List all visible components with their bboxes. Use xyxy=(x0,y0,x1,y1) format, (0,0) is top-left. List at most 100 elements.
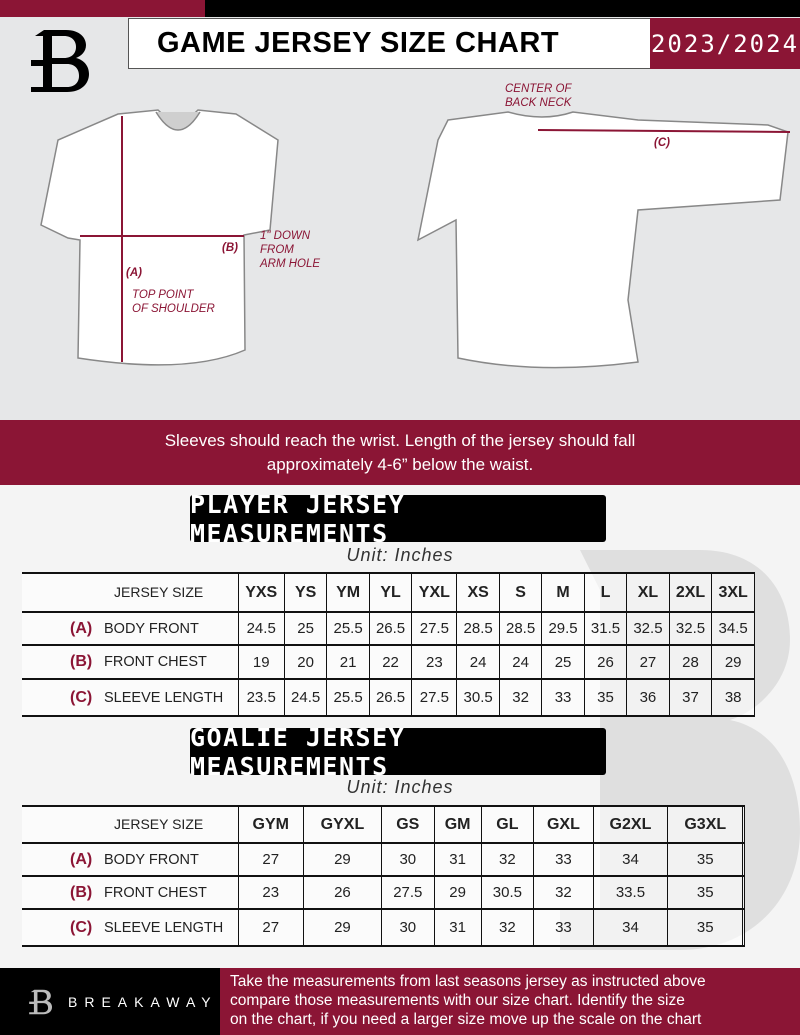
measurement-row: (B) FRONT CHEST 19 20 21 22 23 24 24 25 26 27 28 29 xyxy=(22,645,755,680)
measurement-cell: 29 xyxy=(303,843,382,877)
measurement-row: (C) SLEEVE LENGTH 27 29 30 31 32 33 34 35 xyxy=(22,909,745,947)
size-column-header: YS xyxy=(284,572,328,613)
note-arm-hole: 1" DOWN FROM ARM HOLE xyxy=(260,230,321,270)
measurement-cell: 27 xyxy=(238,843,304,877)
measurement-cell: 35 xyxy=(667,876,744,910)
measurement-row: (A) BODY FRONT 24.5 25 25.5 26.5 27.5 28.5 28.5 2… xyxy=(22,612,755,646)
breakaway-logo-icon xyxy=(31,30,89,92)
brand-name: BREAKAWAY xyxy=(68,993,218,1010)
measurement-cell: 34.5 xyxy=(711,612,755,646)
size-column-header: XL xyxy=(626,572,670,613)
measurement-cell: 32 xyxy=(481,909,535,947)
measurement-cell: 34 xyxy=(593,843,669,877)
back-jersey-icon xyxy=(416,111,789,369)
measurement-cell: 25 xyxy=(284,612,328,646)
breakaway-logo-icon xyxy=(29,989,53,1014)
size-column-header: M xyxy=(541,572,585,613)
goalie-unit: Unit: Inches xyxy=(346,777,454,797)
row-letter: (C) xyxy=(70,688,93,706)
measurement-cell: 27 xyxy=(626,645,670,680)
measurement-cell: 37 xyxy=(669,679,713,717)
measurement-cell: 34 xyxy=(593,909,669,947)
measurement-cell: 32 xyxy=(499,679,543,717)
measurement-cell: 24.5 xyxy=(284,679,328,717)
size-column-header: G3XL xyxy=(667,805,744,844)
measurement-cell: 35 xyxy=(667,843,744,877)
row-label: (C) SLEEVE LENGTH xyxy=(22,909,239,947)
measurement-cell: 30.5 xyxy=(481,876,535,910)
label-c: (C) xyxy=(654,137,670,149)
measurement-cell: 31 xyxy=(434,843,482,877)
measurement-cell: 28 xyxy=(669,645,713,680)
size-column-header: GS xyxy=(381,805,435,844)
measurement-cell: 30 xyxy=(381,843,435,877)
measurement-cell: 31 xyxy=(434,909,482,947)
label-a: (A) xyxy=(126,267,142,279)
player-heading: PLAYER JERSEY MEASUREMENTS xyxy=(190,490,606,548)
measurement-cell: 24.5 xyxy=(238,612,285,646)
size-column-header: GYXL xyxy=(303,805,382,844)
row-label: (A) BODY FRONT xyxy=(22,843,239,877)
measurement-cell: 32 xyxy=(533,876,594,910)
goalie-heading: GOALIE JERSEY MEASUREMENTS xyxy=(190,723,606,781)
measurement-cell: 35 xyxy=(584,679,628,717)
measurement-cell xyxy=(742,876,745,910)
top-accent-bar xyxy=(0,0,205,17)
measurement-cell: 25.5 xyxy=(326,612,370,646)
row-letter: (B) xyxy=(70,883,93,901)
row-name: BODY FRONT xyxy=(104,851,199,868)
measurement-cell: 29 xyxy=(711,645,755,680)
front-jersey-icon xyxy=(40,109,279,366)
measurement-row: (C) SLEEVE LENGTH 23.5 24.5 25.5 26.5 27.5 30.5… xyxy=(22,679,755,717)
label-b: (B) xyxy=(222,242,238,254)
top-black-bar xyxy=(205,0,800,17)
measurement-cell: 32.5 xyxy=(626,612,670,646)
measurement-cell: 21 xyxy=(326,645,370,680)
size-column-header: YXL xyxy=(411,572,458,613)
measurement-row: (A) BODY FRONT 27 29 30 31 32 33 34 35 xyxy=(22,843,745,877)
size-header-label: JERSEY SIZE xyxy=(22,572,239,613)
measurement-cell: 24 xyxy=(499,645,543,680)
row-letter: (A) xyxy=(70,850,93,868)
measurement-cell: 24 xyxy=(456,645,500,680)
measurement-cell: 25.5 xyxy=(326,679,370,717)
row-letter: (B) xyxy=(70,653,93,670)
measurement-cell: 36 xyxy=(626,679,670,717)
measurement-cell: 25 xyxy=(541,645,585,680)
measurement-cell: 20 xyxy=(284,645,328,680)
measurement-cell: 26 xyxy=(303,876,382,910)
row-name: FRONT CHEST xyxy=(104,884,207,901)
player-unit: Unit: Inches xyxy=(346,545,454,565)
fit-instructions: Sleeves should reach the wrist. Length o… xyxy=(0,420,800,485)
row-label: (B) FRONT CHEST xyxy=(22,645,239,680)
measurement-cell: 32 xyxy=(481,843,535,877)
size-column-header: G2XL xyxy=(593,805,669,844)
row-label: (C) SLEEVE LENGTH xyxy=(22,679,239,717)
measurement-cell: 33 xyxy=(541,679,585,717)
note-back-neck: CENTER OF BACK NECK xyxy=(505,83,572,109)
size-column-header: XS xyxy=(456,572,500,613)
size-column-header: GXL xyxy=(533,805,594,844)
size-column-header: YL xyxy=(369,572,413,613)
measurement-cell: 22 xyxy=(369,645,413,680)
measurement-cell: 23 xyxy=(411,645,458,680)
measurement-cell: 28.5 xyxy=(456,612,500,646)
measurement-cell: 26.5 xyxy=(369,612,413,646)
measurement-cell: 23 xyxy=(238,876,304,910)
measurement-cell: 33 xyxy=(533,909,594,947)
measurement-cell: 31.5 xyxy=(584,612,628,646)
measurement-cell: 35 xyxy=(667,909,744,947)
page-title: GAME JERSEY SIZE CHART xyxy=(128,18,650,69)
size-header-label: JERSEY SIZE xyxy=(22,805,239,844)
size-column-header: GYM xyxy=(238,805,304,844)
measurement-cell: 30.5 xyxy=(456,679,500,717)
measurement-cell: 26.5 xyxy=(369,679,413,717)
size-column-header: L xyxy=(584,572,628,613)
measurement-cell: 26 xyxy=(584,645,628,680)
row-name: SLEEVE LENGTH xyxy=(104,689,224,706)
measurement-cell: 27.5 xyxy=(381,876,435,910)
measurement-cell: 27.5 xyxy=(411,612,458,646)
season-badge: 2023/2024 xyxy=(650,18,800,69)
measurement-cell xyxy=(742,909,745,947)
note-shoulder: TOP POINT OF SHOULDER xyxy=(132,289,215,315)
